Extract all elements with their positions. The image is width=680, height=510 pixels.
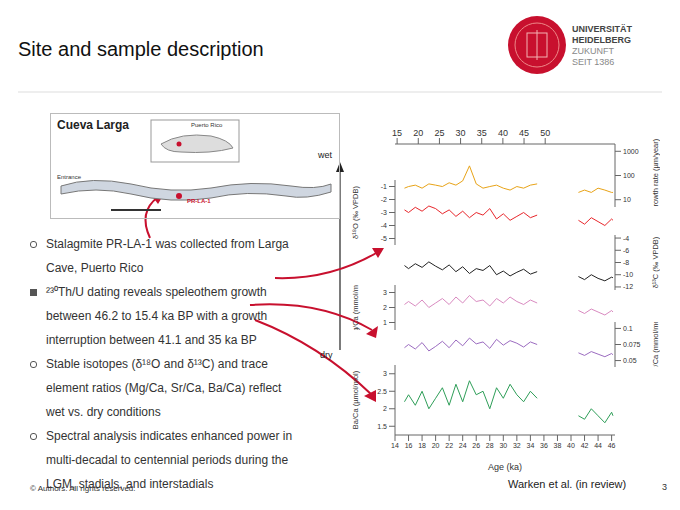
html-text:Warken et al. (in review): Warken et al. (in review) [508, 478, 627, 490]
svg-text:1.5: 1.5 [377, 423, 387, 430]
svg-text:15: 15 [392, 128, 402, 138]
svg-text:16: 16 [405, 442, 413, 449]
html-text:Cueva Larga: Cueva Larga [57, 118, 129, 132]
svg-text:32: 32 [513, 442, 521, 449]
svg-text:3: 3 [383, 289, 387, 296]
svg-text:-4: -4 [381, 222, 387, 229]
svg-text:38: 38 [554, 442, 562, 449]
svg-text:34: 34 [526, 442, 534, 449]
svg-text:20: 20 [413, 128, 423, 138]
svg-text:3: 3 [383, 370, 387, 377]
svg-text:-3: -3 [381, 209, 387, 216]
html-text:SEIT 1386: SEIT 1386 [572, 57, 615, 67]
html-text:wet: wet [318, 150, 332, 160]
svg-text:-2: -2 [381, 196, 387, 203]
svg-text:1000: 1000 [623, 148, 639, 155]
svg-text:Sr/Ca (mmol/mol): Sr/Ca (mmol/mol) [651, 322, 660, 367]
svg-text:44: 44 [594, 442, 602, 449]
svg-text:10: 10 [623, 196, 631, 203]
svg-text:24: 24 [459, 442, 467, 449]
svg-text:36: 36 [540, 442, 548, 449]
html-text:Site and sample description: Site and sample description [18, 38, 264, 60]
svg-text:28: 28 [486, 442, 494, 449]
html-text:UNIVERSITÄT: UNIVERSITÄT [572, 24, 632, 34]
svg-text:Ba/Ca (µmol/mol): Ba/Ca (µmol/mol) [351, 370, 360, 429]
html-text:3: 3 [662, 482, 667, 492]
svg-text:0.075: 0.075 [623, 341, 641, 348]
svg-text:20: 20 [432, 442, 440, 449]
svg-text:-12: -12 [623, 283, 633, 290]
svg-text:100: 100 [623, 172, 635, 179]
html-text:dry: dry [320, 350, 333, 360]
svg-text:30: 30 [499, 442, 507, 449]
svg-text:2.5: 2.5 [377, 388, 387, 395]
html-text:HEIDELBERG: HEIDELBERG [572, 35, 631, 45]
svg-text:46: 46 [608, 442, 616, 449]
svg-text:Growth rate (µm/year): Growth rate (µm/year) [651, 138, 660, 207]
html-text:Entrance: Entrance [57, 174, 81, 180]
svg-text:-1: -1 [381, 183, 387, 190]
html-text:© Authors. All rights reserved: © Authors. All rights reserved. [30, 484, 136, 493]
svg-text:25: 25 [434, 128, 444, 138]
svg-text:42: 42 [581, 442, 589, 449]
svg-text:-6: -6 [623, 247, 629, 254]
svg-text:-5: -5 [381, 235, 387, 242]
svg-text:0.1: 0.1 [623, 325, 633, 332]
svg-text:14: 14 [391, 442, 399, 449]
html-text:PR-LA-1: PR-LA-1 [187, 198, 211, 204]
svg-text:2: 2 [383, 405, 387, 412]
svg-text:δ¹⁸O (‰ VPDB): δ¹⁸O (‰ VPDB) [351, 186, 360, 239]
svg-text:40: 40 [498, 128, 508, 138]
svg-text:-10: -10 [623, 271, 633, 278]
html-text:²³⁰Th/U dating reveals speleot: ²³⁰Th/U dating reveals speleothem growth… [46, 285, 268, 347]
svg-text:35: 35 [477, 128, 487, 138]
svg-text:50: 50 [540, 128, 550, 138]
html-text:Puerto Rico: Puerto Rico [191, 122, 223, 128]
svg-text:40: 40 [567, 442, 575, 449]
svg-text:1: 1 [383, 319, 387, 326]
svg-text:Age (ka): Age (ka) [488, 462, 522, 472]
svg-text:δ¹³C (‰ VPDB): δ¹³C (‰ VPDB) [651, 236, 660, 288]
svg-text:30: 30 [456, 128, 466, 138]
svg-text:0.05: 0.05 [623, 357, 637, 364]
svg-text:-4: -4 [623, 235, 629, 242]
svg-text:-8: -8 [623, 259, 629, 266]
svg-text:26: 26 [472, 442, 480, 449]
svg-text:22: 22 [445, 442, 453, 449]
html-text:Stable isotopes (δ¹⁸O and δ¹³C: Stable isotopes (δ¹⁸O and δ¹³C) and trac… [46, 357, 282, 419]
svg-text:18: 18 [418, 442, 426, 449]
svg-text:Mg/Ca (mmol/mol): Mg/Ca (mmol/mol) [351, 285, 360, 330]
svg-text:45: 45 [519, 128, 529, 138]
html-text:Stalagmite PR-LA-1 was collect: Stalagmite PR-LA-1 was collected from La… [46, 237, 289, 275]
html-text:Spectral analysis indicates en: Spectral analysis indicates enhanced pow… [46, 429, 293, 491]
svg-text:2: 2 [383, 304, 387, 311]
html-text:ZUKUNFT: ZUKUNFT [572, 46, 614, 56]
